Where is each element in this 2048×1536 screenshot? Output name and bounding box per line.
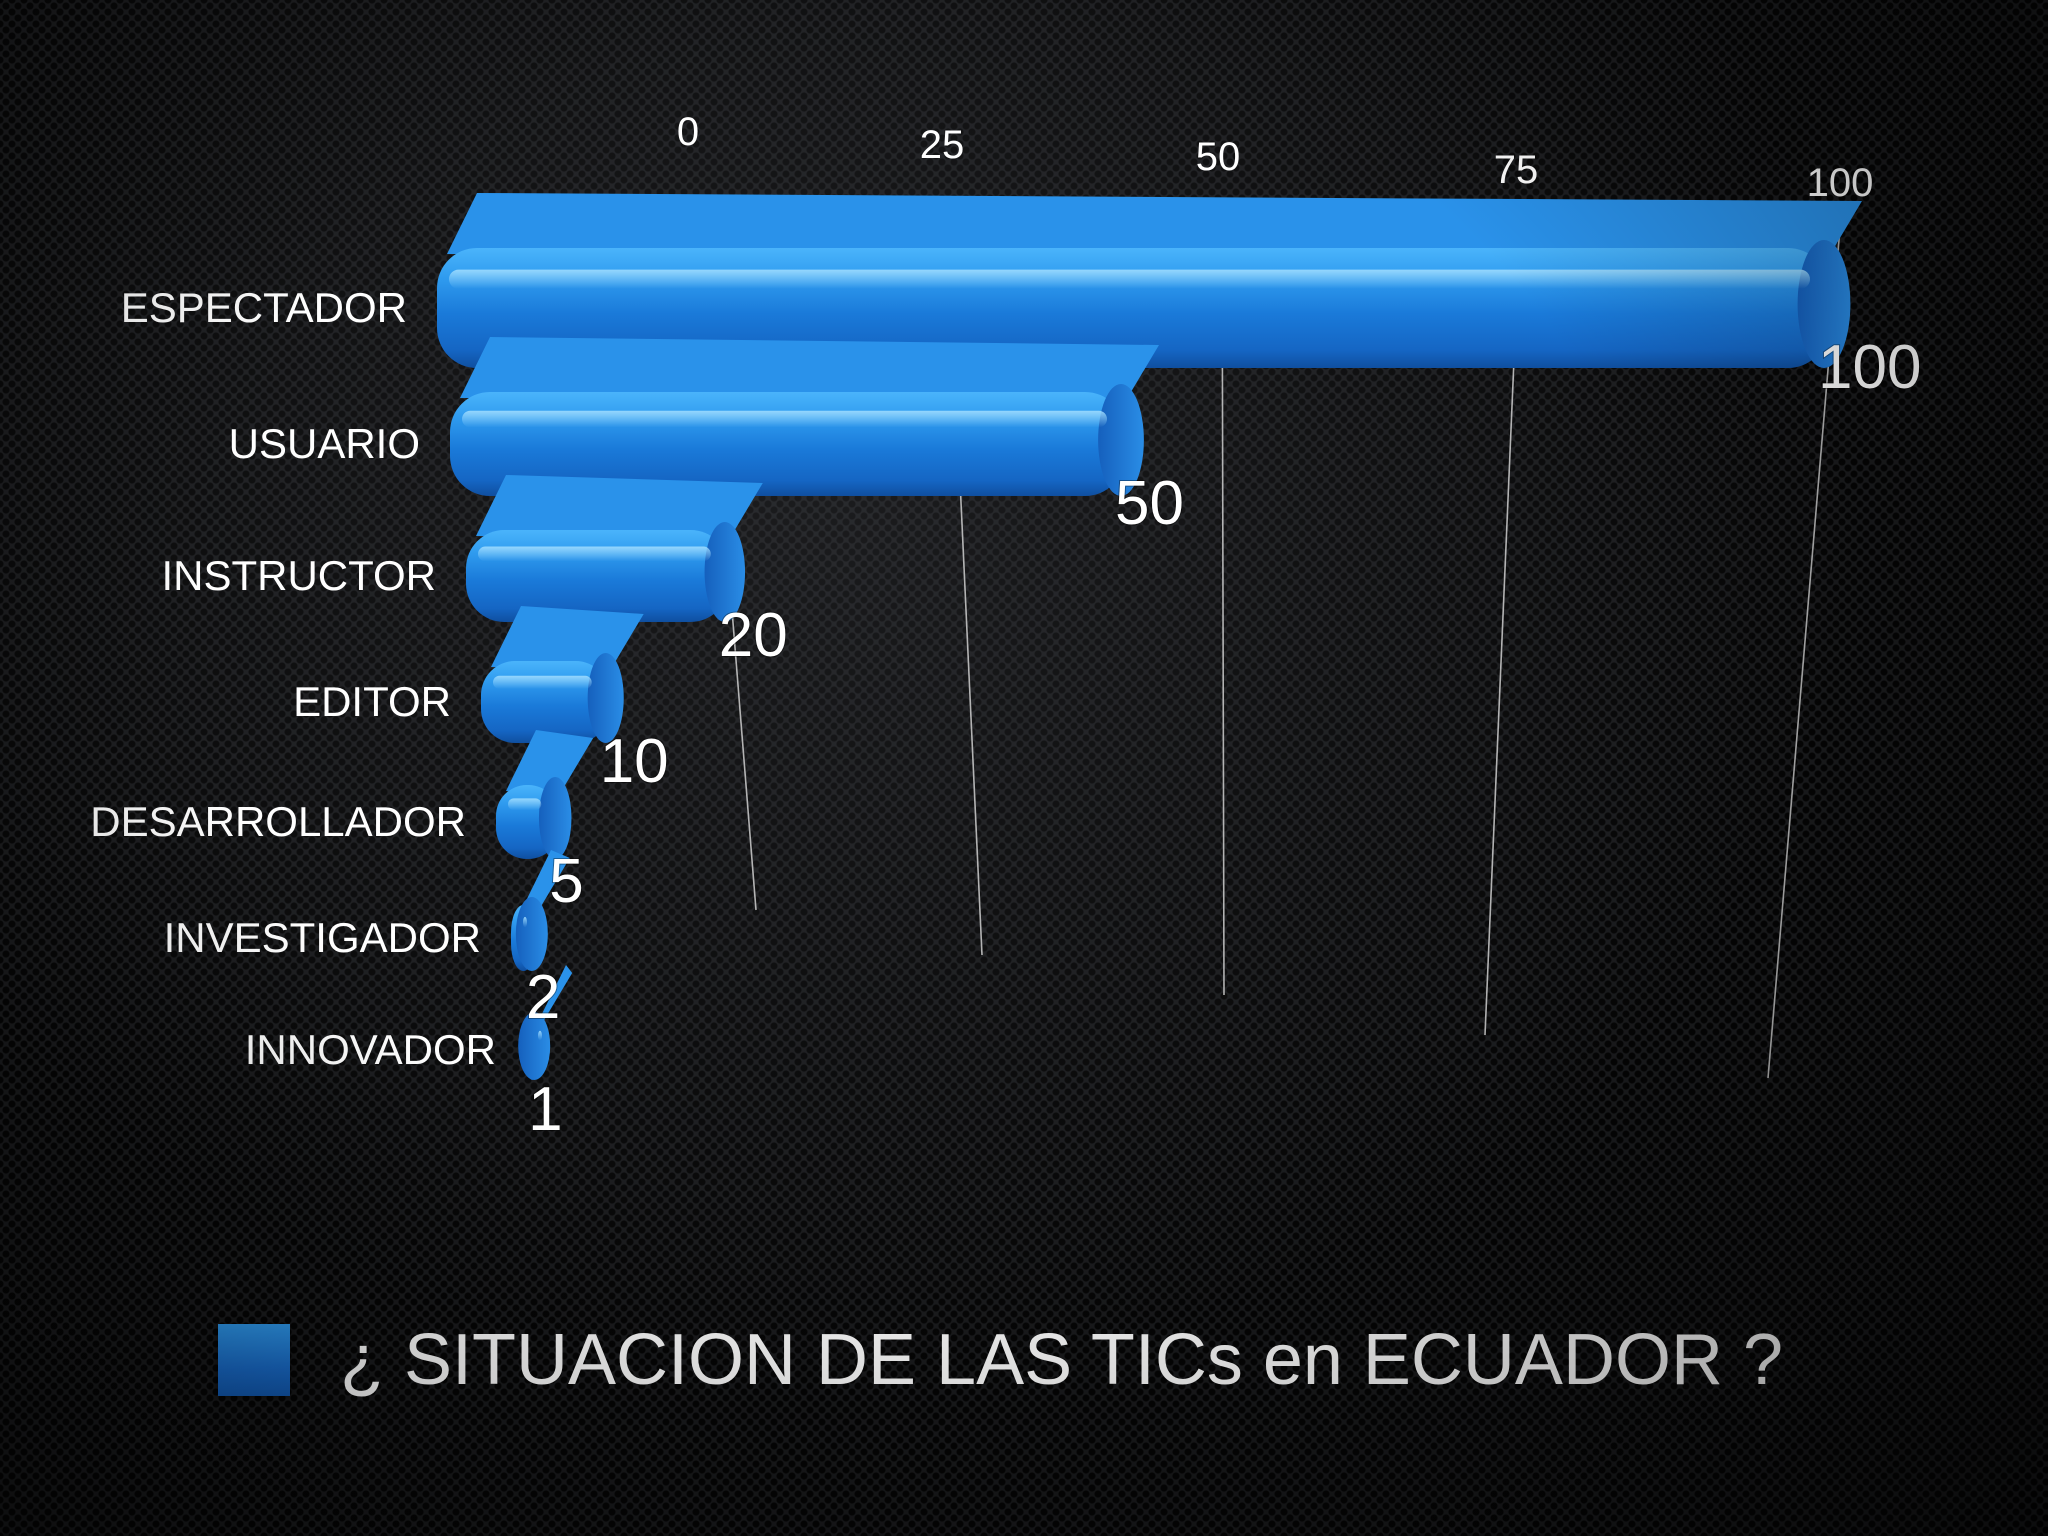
bar-top-face bbox=[460, 337, 1159, 402]
bar-end-cap bbox=[515, 897, 548, 971]
bars bbox=[437, 193, 1862, 1080]
bar-investigador bbox=[511, 850, 570, 971]
category-labels: ESPECTADOR USUARIO INSTRUCTOR EDITOR DESARRO… bbox=[90, 284, 496, 1073]
value-label-espectador: 100 bbox=[1818, 333, 1921, 402]
bar-top-face bbox=[506, 730, 594, 795]
category-label-espectador: ESPECTADOR bbox=[121, 284, 407, 331]
legend-label: ¿ SITUACION DE LAS TICs en ECUADOR ? bbox=[340, 1320, 1783, 1400]
bar-shine bbox=[508, 798, 542, 811]
category-label-investigador: INVESTIGADOR bbox=[164, 914, 481, 961]
value-label-desarrollador: 5 bbox=[549, 847, 583, 916]
bar-editor bbox=[481, 606, 644, 743]
bar-shine bbox=[538, 1030, 542, 1041]
category-label-editor: EDITOR bbox=[293, 678, 451, 725]
bar-desarrollador bbox=[496, 730, 594, 859]
category-label-desarrollador: DESARROLLADOR bbox=[90, 798, 466, 845]
legend-swatch bbox=[218, 1324, 290, 1396]
value-labels: 100 50 20 105 2 1 bbox=[525, 332, 1923, 1145]
bar-shine bbox=[523, 916, 527, 928]
value-label-editor: 10 bbox=[600, 727, 669, 796]
x-tick-label-100: 100 bbox=[1807, 161, 1874, 205]
gridline-100 bbox=[1767, 227, 1841, 1079]
category-label-usuario: USUARIO bbox=[229, 420, 420, 467]
x-axis-ticks: 0 25 50 75 100 bbox=[677, 110, 1874, 205]
x-tick-label-25: 25 bbox=[920, 123, 965, 167]
x-tick-label-50: 50 bbox=[1196, 135, 1241, 179]
bar-top-face bbox=[476, 475, 763, 540]
category-label-innovador: INNOVADOR bbox=[245, 1026, 496, 1073]
bar-shine bbox=[493, 675, 592, 689]
value-label-usuario: 50 bbox=[1115, 469, 1184, 538]
bar-end-cap bbox=[538, 777, 572, 859]
bar-top-face bbox=[536, 965, 573, 1030]
value-label-innovador: 1 bbox=[528, 1075, 562, 1144]
bar-end-cap bbox=[587, 653, 624, 743]
bar-shine bbox=[462, 410, 1107, 428]
bar-innovador bbox=[518, 965, 573, 1080]
value-label-instructor: 20 bbox=[719, 601, 788, 670]
bar-end-cap bbox=[1797, 240, 1851, 368]
x-tick-label-0: 0 bbox=[677, 110, 699, 154]
bar-front-face bbox=[466, 530, 729, 622]
bar-end-cap bbox=[1098, 384, 1144, 496]
bar-end-cap bbox=[518, 1012, 551, 1080]
value-label-investigador: 2 bbox=[526, 963, 560, 1032]
legend: ¿ SITUACION DE LAS TICs en ECUADOR ? bbox=[218, 1320, 1783, 1400]
bar-usuario bbox=[450, 337, 1159, 496]
bar-end-cap bbox=[704, 522, 746, 622]
bar-shine bbox=[449, 269, 1810, 289]
bar-instructor bbox=[466, 475, 763, 622]
bar-shine bbox=[478, 546, 711, 562]
bar-espectador bbox=[437, 193, 1862, 368]
category-label-instructor: INSTRUCTOR bbox=[161, 552, 436, 599]
x-tick-label-75: 75 bbox=[1494, 148, 1539, 192]
bar-top-face bbox=[447, 193, 1862, 258]
